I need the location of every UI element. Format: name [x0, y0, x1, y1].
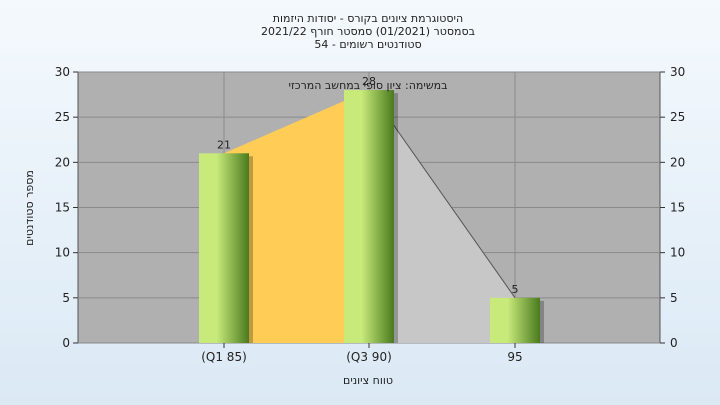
bars: 21 28 5: [199, 75, 544, 343]
y-tick-label: 10: [55, 246, 70, 260]
y-axis-label: מספר סטודנטים: [23, 170, 36, 246]
bar: [490, 297, 540, 343]
bar-value-label: 5: [512, 283, 519, 296]
y-tick-label-right: 5: [670, 291, 678, 305]
x-tick-label: (Q3 90): [346, 350, 392, 364]
area-segment-2: [369, 90, 515, 343]
chart-annotation: במשימה: ציון סופי במחשב המרכזי: [288, 79, 447, 92]
y-tick-label: 0: [62, 336, 70, 350]
y-tick-label-right: 0: [670, 336, 678, 350]
bar-value-label: 21: [217, 138, 231, 151]
chart-title-line-3: סטודנטים רשומים - 54: [314, 38, 421, 51]
x-tick-label: (Q1 85): [201, 350, 247, 364]
area-segment-1: [224, 90, 369, 343]
chart-title-line-1: היסטוגרמת ציונים בקורס - יסודות היזמות: [273, 12, 463, 25]
bar: [199, 153, 249, 343]
x-tick-label: 95: [507, 350, 522, 364]
y-tick-label: 30: [55, 65, 70, 79]
y-axis-right: 0 5 10 15 20 25 30: [660, 65, 685, 350]
bar-value-label: 28: [362, 75, 376, 88]
y-axis-left: 0 5 10 15 20 25 30: [55, 65, 78, 350]
y-tick-label-right: 10: [670, 246, 685, 260]
y-tick-label-right: 20: [670, 155, 685, 169]
y-tick-label-right: 25: [670, 110, 685, 124]
y-tick-label: 15: [55, 201, 70, 215]
y-tick-label-right: 15: [670, 201, 685, 215]
bar: [344, 90, 394, 343]
y-tick-label: 25: [55, 110, 70, 124]
y-tick-label-right: 30: [670, 65, 685, 79]
chart-title-line-2: בסמסטר (01/2021) סמסטר חורף 2021/22: [261, 25, 475, 38]
y-tick-label: 5: [62, 291, 70, 305]
x-axis: (Q1 85) (Q3 90) 95: [201, 343, 523, 364]
y-tick-label: 20: [55, 155, 70, 169]
x-axis-label: טווח ציונים: [343, 374, 393, 387]
